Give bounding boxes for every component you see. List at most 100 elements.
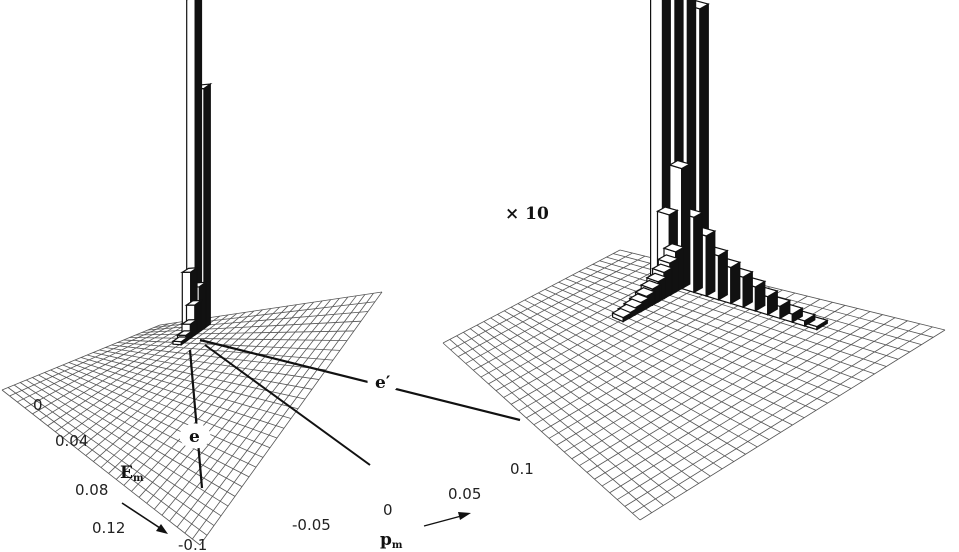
- y-axis-label: pm: [380, 530, 403, 551]
- grid-line: [138, 301, 314, 498]
- x-tick-label: 0: [33, 396, 43, 414]
- bar-face-top: [655, 206, 679, 216]
- grid-line: [38, 374, 243, 487]
- bar-face-top: [184, 299, 204, 306]
- grid-line: [146, 300, 323, 504]
- bar-face-top: [180, 267, 200, 273]
- x-tick-label: 0.04: [55, 432, 88, 450]
- grid-line: [456, 335, 664, 506]
- right-floor-grid: [442, 249, 946, 521]
- kinematic-line-diagonal: [204, 344, 371, 466]
- bar-face-top: [639, 279, 662, 290]
- x-axis-label: Em: [120, 463, 144, 484]
- grid-line: [586, 308, 858, 473]
- grid-line: [504, 310, 746, 455]
- bar-face-top: [180, 319, 199, 325]
- left-bars: [171, 0, 213, 346]
- y-tick-label: 0.1: [510, 460, 534, 478]
- grid-line: [161, 298, 340, 516]
- grid-line: [20, 382, 222, 517]
- x-axis-arrow: [121, 502, 168, 534]
- bar-face-side: [730, 261, 741, 305]
- grid-line: [13, 384, 215, 526]
- grid-line: [469, 328, 688, 492]
- grid-line: [449, 339, 652, 513]
- annotation-e-prime-text: e′: [375, 373, 391, 393]
- right-bars: [611, 0, 829, 331]
- annotation-e-text: e: [189, 427, 200, 447]
- grid-line: [510, 306, 758, 448]
- grid-line: [476, 324, 699, 484]
- bar-face-top: [651, 263, 674, 274]
- grid-line: [517, 303, 770, 440]
- bar-face-side: [693, 211, 703, 294]
- bar-face-side: [705, 230, 716, 298]
- x-tick-label: 0.08: [75, 481, 108, 499]
- left-axis-ticks: 0 0.04 0.08 0.12 -0.1 -0.05 0 0.05 0.1: [33, 396, 534, 552]
- bar-face-top: [645, 272, 668, 283]
- grid-line: [1, 389, 201, 546]
- grid-line: [524, 299, 781, 433]
- x-tick-label: 0.12: [92, 519, 125, 537]
- grid-line: [483, 321, 711, 477]
- grid-line: [100, 308, 272, 468]
- grid-line: [632, 326, 933, 514]
- grid-line: [154, 299, 332, 510]
- grid-line: [541, 289, 783, 432]
- bar-face-top: [634, 287, 657, 298]
- histogram-bar: [611, 307, 633, 323]
- bar-face-top: [171, 336, 190, 343]
- grid-line: [184, 294, 366, 534]
- grid-line: [56, 367, 264, 458]
- grid-line: [594, 311, 871, 480]
- grid-line: [7, 387, 208, 536]
- grid-line: [192, 293, 374, 540]
- grid-line: [68, 362, 278, 439]
- annotation-e: e: [179, 423, 211, 449]
- y-tick-label: -0.05: [292, 516, 331, 534]
- grid-line: [579, 305, 846, 466]
- grid-line: [123, 304, 297, 486]
- scale-factor-label: × 10: [505, 204, 549, 224]
- grid-line: [74, 359, 285, 429]
- grid-line: [463, 331, 676, 499]
- grid-line: [50, 369, 257, 468]
- grid-line: [548, 292, 796, 439]
- bar-face-top: [611, 307, 633, 319]
- grid-line: [442, 342, 641, 521]
- y-tick-label: 0.05: [448, 485, 481, 503]
- kinematic-line-e-prime: [199, 338, 521, 422]
- grid-line: [624, 323, 921, 507]
- grid-line: [169, 296, 349, 522]
- grid-line: [601, 314, 883, 487]
- histogram-bar: [171, 336, 190, 346]
- bar-face-top: [175, 330, 195, 337]
- left-kinematic-lines: [188, 338, 521, 489]
- y-axis-arrow: [423, 512, 471, 527]
- grid-line: [571, 301, 833, 460]
- bar-face-top: [662, 243, 686, 253]
- grid-line: [115, 305, 289, 480]
- grid-line: [490, 317, 723, 470]
- grid-line: [62, 364, 271, 449]
- grid-line: [556, 295, 808, 446]
- bar-face-top: [668, 159, 692, 170]
- right-histogram-panel: [442, 0, 946, 521]
- grid-line: [617, 320, 908, 500]
- grid-line: [44, 372, 250, 478]
- grid-line: [199, 291, 383, 546]
- grid-line: [497, 314, 735, 462]
- left-histogram-panel: 0 0.04 0.08 0.12 -0.1 -0.05 0 0.05 0.1 Em pm e e…: [1, 0, 534, 552]
- y-tick-label: -0.1: [178, 536, 207, 552]
- grid-line: [564, 298, 821, 453]
- bar-face-side: [742, 270, 753, 309]
- bar-face-top: [656, 254, 680, 264]
- grid-line: [176, 295, 357, 528]
- grid-line: [639, 329, 946, 521]
- y-tick-label: 0: [383, 501, 393, 519]
- grid-line: [609, 317, 896, 494]
- grid-line: [131, 303, 306, 492]
- grid-line: [26, 379, 229, 507]
- annotation-e-prime: e′: [367, 369, 399, 395]
